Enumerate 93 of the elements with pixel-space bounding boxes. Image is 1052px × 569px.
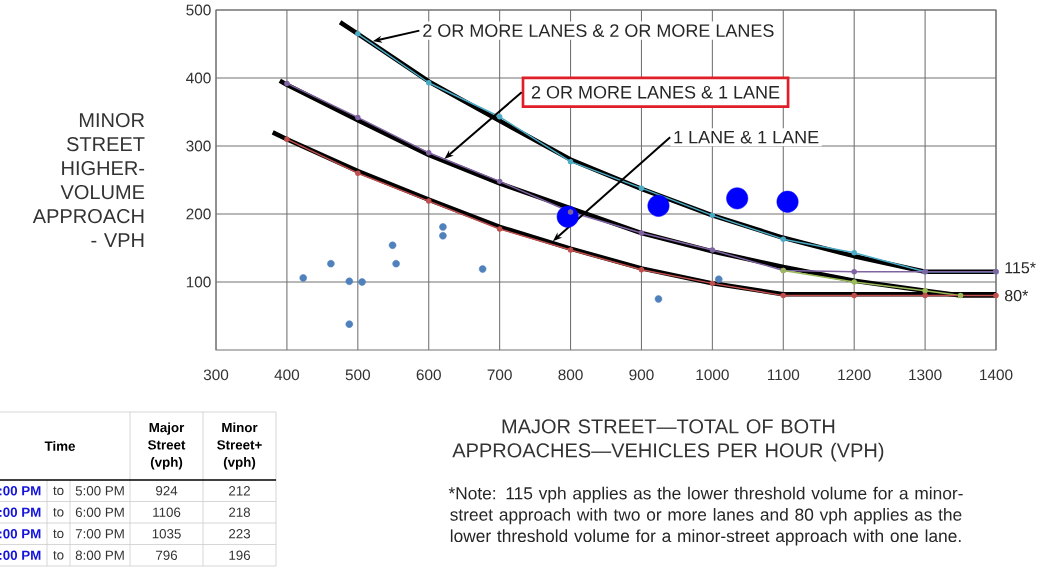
text: 5:00 PM xyxy=(75,486,124,496)
point xyxy=(496,178,503,185)
point xyxy=(355,31,361,37)
point xyxy=(922,288,928,294)
text: to xyxy=(53,529,64,539)
point xyxy=(709,212,716,219)
text: to xyxy=(53,550,64,560)
point xyxy=(299,274,307,282)
point xyxy=(392,259,400,268)
y-tick-label: 300 xyxy=(186,140,211,152)
point xyxy=(709,280,716,287)
x-tick-label: 400 xyxy=(274,369,300,381)
text: to xyxy=(53,486,64,496)
point xyxy=(496,226,503,232)
annotation: 1 LANE & 1 LANE xyxy=(674,130,819,144)
annotation: 80* xyxy=(1004,289,1029,302)
point xyxy=(327,259,335,268)
point xyxy=(780,236,787,242)
x-tick-label: 1400 xyxy=(980,369,1013,381)
point xyxy=(776,190,799,213)
point xyxy=(388,241,397,250)
x-tick-label: 700 xyxy=(487,369,512,381)
point xyxy=(355,170,361,176)
point xyxy=(425,198,432,204)
text: 218 xyxy=(229,507,251,517)
point xyxy=(647,194,670,217)
text: 223 xyxy=(229,529,251,539)
point xyxy=(851,292,857,299)
point xyxy=(567,209,574,215)
x-tick-label: 1300 xyxy=(909,369,942,381)
x-tick-label: 1100 xyxy=(767,369,800,381)
annotation: 2 OR MORE LANES & 2 OR MORE LANES xyxy=(423,24,774,37)
point xyxy=(851,250,857,256)
text: 196 xyxy=(229,550,251,560)
x-tick-label: 500 xyxy=(345,369,371,381)
point xyxy=(726,187,749,210)
point xyxy=(439,232,447,240)
point xyxy=(638,230,645,236)
text: 1106 xyxy=(153,507,181,517)
point xyxy=(567,247,574,253)
point xyxy=(851,269,857,275)
text: Minor Street+ (vph) xyxy=(217,422,262,470)
annotation: 2 OR MORE LANES & 1 LANE xyxy=(531,85,780,99)
text: 796 xyxy=(156,550,178,560)
point xyxy=(715,275,723,284)
text: 1035 xyxy=(152,529,181,539)
point xyxy=(709,247,716,253)
text: *Note: 115 vph applies as the lower threshold volume for a minor-street approach with two or more lanes and 80 vph applies as the lower threshold volume for a minor-street approach with one lane. xyxy=(448,486,963,546)
x-tick-label: 300 xyxy=(203,369,229,381)
x-tick-label: 900 xyxy=(629,369,654,381)
point xyxy=(478,265,487,273)
point xyxy=(851,279,857,285)
point xyxy=(425,150,432,156)
x-tick-label: 1200 xyxy=(838,369,871,381)
point xyxy=(284,80,290,87)
point xyxy=(567,158,574,165)
point xyxy=(439,223,447,231)
point xyxy=(638,185,645,191)
point xyxy=(654,295,663,303)
point xyxy=(496,114,503,120)
y-axis-title: MINOR STREET HIGHER-VOLUME APPROACH - VPH xyxy=(32,113,145,247)
text: :00 PM xyxy=(0,507,41,517)
text: 8:00 PM xyxy=(75,550,124,560)
text: Time xyxy=(44,441,75,451)
text: 7:00 PM xyxy=(75,529,124,539)
text: :00 PM xyxy=(0,550,41,560)
point xyxy=(355,114,361,121)
x-axis-title: MAJOR STREET—TOTAL OF BOTH APPROACHES—VEHICLES PER HOUR (VPH) xyxy=(452,419,884,462)
text: 6:00 PM xyxy=(75,507,124,517)
point xyxy=(284,136,290,142)
point xyxy=(957,292,964,299)
x-tick-label: 800 xyxy=(558,369,583,381)
text: to xyxy=(53,507,64,517)
point xyxy=(358,278,366,286)
text: :00 PM xyxy=(0,486,41,496)
point xyxy=(922,292,928,299)
annotation: 115* xyxy=(1005,262,1036,274)
point xyxy=(993,292,999,299)
text: Major Street (vph) xyxy=(147,422,186,470)
point xyxy=(345,277,354,286)
point xyxy=(425,80,432,86)
y-tick-label: 100 xyxy=(186,276,211,288)
y-tick-label: 400 xyxy=(186,72,211,84)
point xyxy=(345,320,354,328)
point xyxy=(780,292,787,299)
x-tick-label: 1000 xyxy=(696,369,729,381)
text: :00 PM xyxy=(0,529,41,539)
y-tick-label: 200 xyxy=(186,208,211,220)
y-tick-label: 500 xyxy=(186,4,211,16)
point xyxy=(638,267,645,273)
x-tick-label: 600 xyxy=(416,369,441,381)
text: 924 xyxy=(156,486,178,496)
text: 212 xyxy=(229,486,250,496)
